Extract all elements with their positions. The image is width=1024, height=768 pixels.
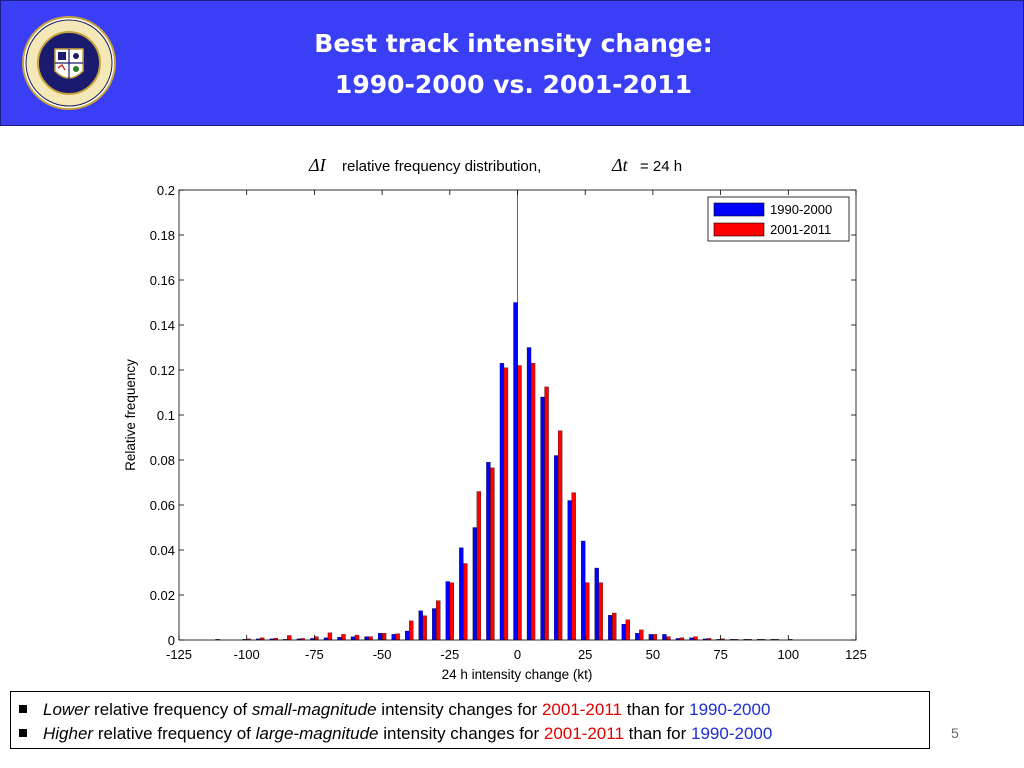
- chart-title-suffix: = 24 h: [640, 158, 682, 175]
- bar-1990-2000-45: [635, 633, 640, 641]
- y-tick-label: 0.18: [150, 228, 175, 243]
- bar-1990-2000-35: [608, 615, 613, 641]
- bar-2001-2011--10: [490, 467, 495, 641]
- bar-2001-2011--60: [354, 634, 360, 641]
- bar-1990-2000--5: [499, 363, 505, 641]
- slide-title-line1: Best track intensity change:: [314, 29, 713, 58]
- bar-1990-2000--10: [486, 462, 491, 641]
- bar-2001-2011--35: [422, 615, 427, 641]
- x-tick-label: -75: [305, 647, 324, 662]
- bar-2001-2011-35: [612, 612, 617, 641]
- bar-1990-2000--20: [459, 547, 464, 641]
- bar-2001-2011-55: [666, 636, 671, 641]
- bar-1990-2000--45: [391, 634, 396, 641]
- bar-2001-2011-20: [571, 492, 576, 641]
- bar-1990-2000--15: [472, 527, 478, 641]
- bar-1990-2000-50: [648, 634, 654, 641]
- bar-2001-2011-15: [557, 430, 563, 641]
- bar-2001-2011--45: [395, 633, 400, 641]
- bar-1990-2000--65: [337, 637, 342, 641]
- x-tick-label: -125: [166, 647, 192, 662]
- y-tick-label: 0.04: [150, 543, 175, 558]
- bullet-icon: [19, 728, 27, 737]
- note-line-1: Lower relative frequency of small-magnit…: [19, 700, 770, 720]
- y-tick-label: 0.16: [150, 273, 175, 288]
- bar-2001-2011-30: [598, 582, 603, 641]
- bar-2001-2011--25: [449, 582, 454, 641]
- bar-2001-2011-5: [530, 363, 536, 641]
- bar-1990-2000--40: [405, 630, 410, 641]
- x-tick-label: 100: [777, 647, 799, 662]
- x-tick-label: 125: [845, 647, 867, 662]
- bar-1990-2000--25: [445, 581, 450, 641]
- legend-label-2001-2011: 2001-2011: [770, 222, 831, 237]
- note-line-2: Higher relative frequency of large-magni…: [19, 724, 772, 744]
- bar-1990-2000-5: [526, 347, 532, 641]
- x-tick-label: 25: [578, 647, 592, 662]
- bar-1990-2000-30: [594, 567, 599, 641]
- chart-title-symbol2: Δt: [611, 155, 629, 175]
- y-tick-label: 0.14: [150, 318, 175, 333]
- y-tick-label: 0.06: [150, 498, 175, 513]
- histogram-chart: ΔI relative frequency distribution, Δt =…: [123, 155, 867, 682]
- legend-swatch-1990-2000: [713, 202, 765, 217]
- x-axis-label: 24 h intensity change (kt): [442, 667, 593, 682]
- bar-2001-2011--40: [409, 620, 414, 641]
- bar-1990-2000-10: [540, 396, 545, 641]
- bar-2001-2011--55: [368, 636, 373, 641]
- bar-1990-2000--35: [418, 610, 423, 641]
- bar-2001-2011-10: [544, 386, 549, 641]
- bar-1990-2000-0: [513, 302, 518, 641]
- legend: 1990-2000 2001-2011: [707, 196, 850, 242]
- bar-2001-2011--15: [476, 491, 482, 641]
- bar-1990-2000-15: [553, 455, 559, 641]
- nrl-logo-icon: [22, 16, 116, 110]
- x-tick-label: 50: [646, 647, 660, 662]
- y-tick-label: 0: [168, 633, 175, 648]
- legend-label-1990-2000: 1990-2000: [770, 202, 832, 217]
- plot-area: -125 -100 -75 -50 -25 0 25 50 75 100 125 0 0.02 0.04 0…: [150, 183, 867, 662]
- bar-2001-2011--5: [503, 367, 509, 641]
- bar-1990-2000--30: [432, 608, 437, 641]
- y-tick-label: 0.08: [150, 453, 175, 468]
- bar-2001-2011-0: [517, 365, 522, 641]
- y-tick-label: 0.02: [150, 588, 175, 603]
- y-tick-label: 0.2: [157, 183, 175, 198]
- bar-1990-2000-40: [621, 624, 626, 641]
- bar-2001-2011--20: [463, 563, 468, 641]
- x-tick-label: 0: [514, 647, 521, 662]
- bar-1990-2000-25: [581, 540, 586, 641]
- bar-1990-2000-20: [567, 500, 572, 641]
- bar-2001-2011--50: [381, 633, 387, 641]
- bar-1990-2000--60: [350, 636, 356, 641]
- bar-2001-2011--30: [436, 600, 441, 641]
- bar-2001-2011--70: [327, 632, 333, 641]
- x-tick-label: -50: [373, 647, 392, 662]
- chart-title-text: relative frequency distribution,: [342, 158, 541, 175]
- bar-2001-2011--75: [314, 636, 319, 641]
- bar-1990-2000--55: [364, 636, 369, 641]
- bar-1990-2000-55: [662, 634, 667, 641]
- summary-notes-box: Lower relative frequency of small-magnit…: [10, 691, 930, 749]
- page-number: 5: [951, 725, 959, 741]
- chart-title-symbol1: ΔI: [308, 155, 327, 175]
- bar-2001-2011-25: [585, 582, 590, 641]
- bar-2001-2011-45: [639, 629, 644, 641]
- x-tick-label: -100: [234, 647, 260, 662]
- bar-2001-2011--65: [341, 634, 346, 641]
- x-tick-label: -25: [440, 647, 459, 662]
- x-tick-label: 75: [713, 647, 727, 662]
- y-axis-label: Relative frequency: [123, 359, 138, 471]
- y-tick-label: 0.1: [157, 408, 175, 423]
- bar-2001-2011--85: [287, 635, 292, 641]
- y-tick-label: 0.12: [150, 363, 175, 378]
- bullet-icon: [19, 704, 27, 713]
- bar-1990-2000--50: [377, 633, 383, 641]
- bar-2001-2011-65: [693, 636, 698, 641]
- bar-2001-2011-40: [625, 619, 630, 641]
- slide-header: Best track intensity change: 1990-2000 v…: [0, 0, 1024, 126]
- legend-swatch-2001-2011: [713, 222, 765, 237]
- bar-2001-2011-50: [652, 634, 658, 641]
- slide-title-line2: 1990-2000 vs. 2001-2011: [334, 70, 693, 99]
